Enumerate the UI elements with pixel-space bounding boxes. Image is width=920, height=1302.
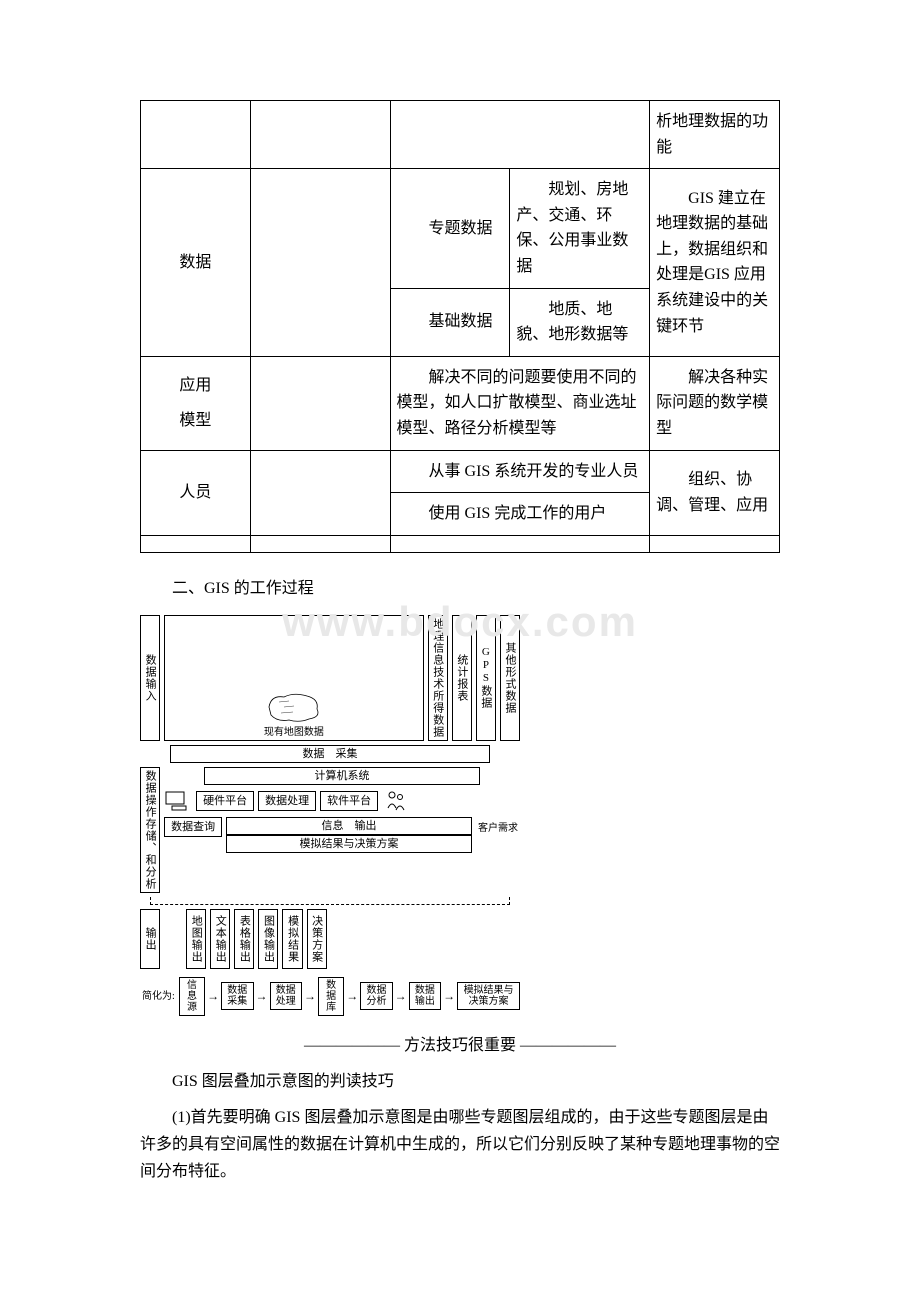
chain-data-analyze: 数据分析 <box>360 982 392 1010</box>
bar-sim-result: 模拟结果与决策方案 <box>226 835 472 853</box>
gis-process-diagram: 数据输入 现有地图数据 地理信息技术所得数据 统计报表 GPS数据 其他形式数据… <box>140 615 520 1016</box>
cell-empty <box>390 101 650 169</box>
section-heading-process: 二、GIS 的工作过程 <box>140 577 780 601</box>
chain-info-source: 信息源 <box>179 977 205 1016</box>
label-data-process: 数据操作存储、和分析 <box>140 767 160 893</box>
box-decision-output: 决策方案 <box>307 909 327 969</box>
cell-empty <box>141 535 251 552</box>
cell-personnel-label: 人员 <box>141 450 251 535</box>
computer-icon <box>164 790 192 812</box>
box-image-output: 图像输出 <box>258 909 278 969</box>
label-output: 输出 <box>140 909 160 969</box>
cell-model-label: 应用 模型 <box>141 356 251 450</box>
cell-line: 应用 <box>147 373 244 399</box>
box-sim-output: 模拟结果 <box>282 909 302 969</box>
cell-text: 析地理数据的功能 <box>650 101 780 169</box>
box-gis-tech-data: 地理信息技术所得数据 <box>428 615 448 741</box>
cell-thematic-examples: 规划、房地产、交通、环保、公用事业数据 <box>510 169 650 288</box>
table-row <box>141 535 780 552</box>
box-map-output: 地图输出 <box>186 909 206 969</box>
diagram-row-output: 输出 地图输出 文本输出 表格输出 图像输出 模拟结果 决策方案 <box>140 909 520 969</box>
arrow-icon: → <box>346 990 358 1003</box>
cell-empty <box>250 101 390 169</box>
cell-empty <box>650 535 780 552</box>
box-other-data: 其他形式数据 <box>500 615 520 741</box>
cell-data-desc: GIS 建立在地理数据的基础上，数据组织和处理是GIS 应用系统建设中的关键环节 <box>650 169 780 357</box>
label-data-input: 数据输入 <box>140 615 160 741</box>
table-row: 析地理数据的功能 <box>141 101 780 169</box>
bar-data-collect: 数据 采集 <box>170 745 490 763</box>
chain-sim-decision: 模拟结果与决策方案 <box>457 982 520 1010</box>
cell-model-purpose: 解决各种实际问题的数学模型 <box>650 356 780 450</box>
cell-base-examples: 地质、地貌、地形数据等 <box>510 288 650 356</box>
box-data-proc: 数据处理 <box>258 791 316 811</box>
box-data-query: 数据查询 <box>164 817 222 837</box>
cell-base-data: 基础数据 <box>390 288 510 356</box>
cell-data-label: 数据 <box>141 169 251 357</box>
label-client-need: 客户需求 <box>476 817 520 834</box>
box-hardware: 硬件平台 <box>196 791 254 811</box>
caption-existing-map: 现有地图数据 <box>264 727 324 738</box>
cell-developer: 从事 GIS 系统开发的专业人员 <box>390 450 650 493</box>
arrow-icon: → <box>256 990 268 1003</box>
cell-user: 使用 GIS 完成工作的用户 <box>390 493 650 536</box>
diagram-row-process: 数据操作存储、和分析 计算机系统 硬件平台 数据处理 软件平台 数据查询 信息 … <box>140 767 520 893</box>
box-gps-data: GPS数据 <box>476 615 496 741</box>
people-icon <box>382 788 408 814</box>
cell-empty <box>141 101 251 169</box>
gis-components-table: 析地理数据的功能 数据 专题数据 规划、房地产、交通、环保、公用事业数据 GIS… <box>140 100 780 553</box>
chain-data-collect: 数据采集 <box>221 982 253 1010</box>
label-simplified: 简化为: <box>140 989 177 1004</box>
dashed-divider <box>150 897 510 905</box>
cell-line: 模型 <box>147 408 244 434</box>
bar-computer-system: 计算机系统 <box>204 767 480 785</box>
bar-info-output: 信息 输出 <box>226 817 472 835</box>
cell-personnel-desc: 组织、协调、管理、应用 <box>650 450 780 535</box>
arrow-icon: → <box>304 990 316 1003</box>
divider-methods: —————— 方法技巧很重要 —————— <box>140 1034 780 1058</box>
arrow-icon: → <box>207 990 219 1003</box>
cell-model-desc: 解决不同的问题要使用不同的模型，如人口扩散模型、商业选址模型、路径分析模型等 <box>390 356 650 450</box>
arrow-icon: → <box>395 990 407 1003</box>
box-table-output: 表格输出 <box>234 909 254 969</box>
diagram-simplified-chain: 简化为: 信息源 → 数据采集 → 数据处理 → 数据库 → 数据分析 → 数据… <box>140 977 520 1016</box>
chain-data-output: 数据输出 <box>409 982 441 1010</box>
cell-empty <box>250 535 390 552</box>
table-row: 应用 模型 解决不同的问题要使用不同的模型，如人口扩散模型、商业选址模型、路径分… <box>141 356 780 450</box>
table-row: 数据 专题数据 规划、房地产、交通、环保、公用事业数据 GIS 建立在地理数据的… <box>141 169 780 288</box>
paragraph-skill-1: (1)首先要明确 GIS 图层叠加示意图是由哪些专题图层组成的，由于这些专题图层… <box>140 1104 780 1186</box>
chain-database: 数据库 <box>318 977 344 1016</box>
spacer <box>147 398 244 408</box>
cell-empty <box>250 356 390 450</box>
box-software: 软件平台 <box>320 791 378 811</box>
box-existing-map: 现有地图数据 <box>164 615 424 741</box>
cell-thematic-data: 专题数据 <box>390 169 510 288</box>
table-row: 人员 从事 GIS 系统开发的专业人员 组织、协调、管理、应用 <box>141 450 780 493</box>
box-stat-report: 统计报表 <box>452 615 472 741</box>
diagram-row-input: 数据输入 现有地图数据 地理信息技术所得数据 统计报表 GPS数据 其他形式数据 <box>140 615 520 741</box>
cell-empty <box>250 450 390 535</box>
cell-empty <box>250 169 390 357</box>
cell-empty <box>390 535 650 552</box>
china-map-icon <box>259 687 329 727</box>
chain-data-proc: 数据处理 <box>270 982 302 1010</box>
subtitle-overlay-skills: GIS 图层叠加示意图的判读技巧 <box>140 1070 780 1094</box>
box-text-output: 文本输出 <box>210 909 230 969</box>
arrow-icon: → <box>443 990 455 1003</box>
